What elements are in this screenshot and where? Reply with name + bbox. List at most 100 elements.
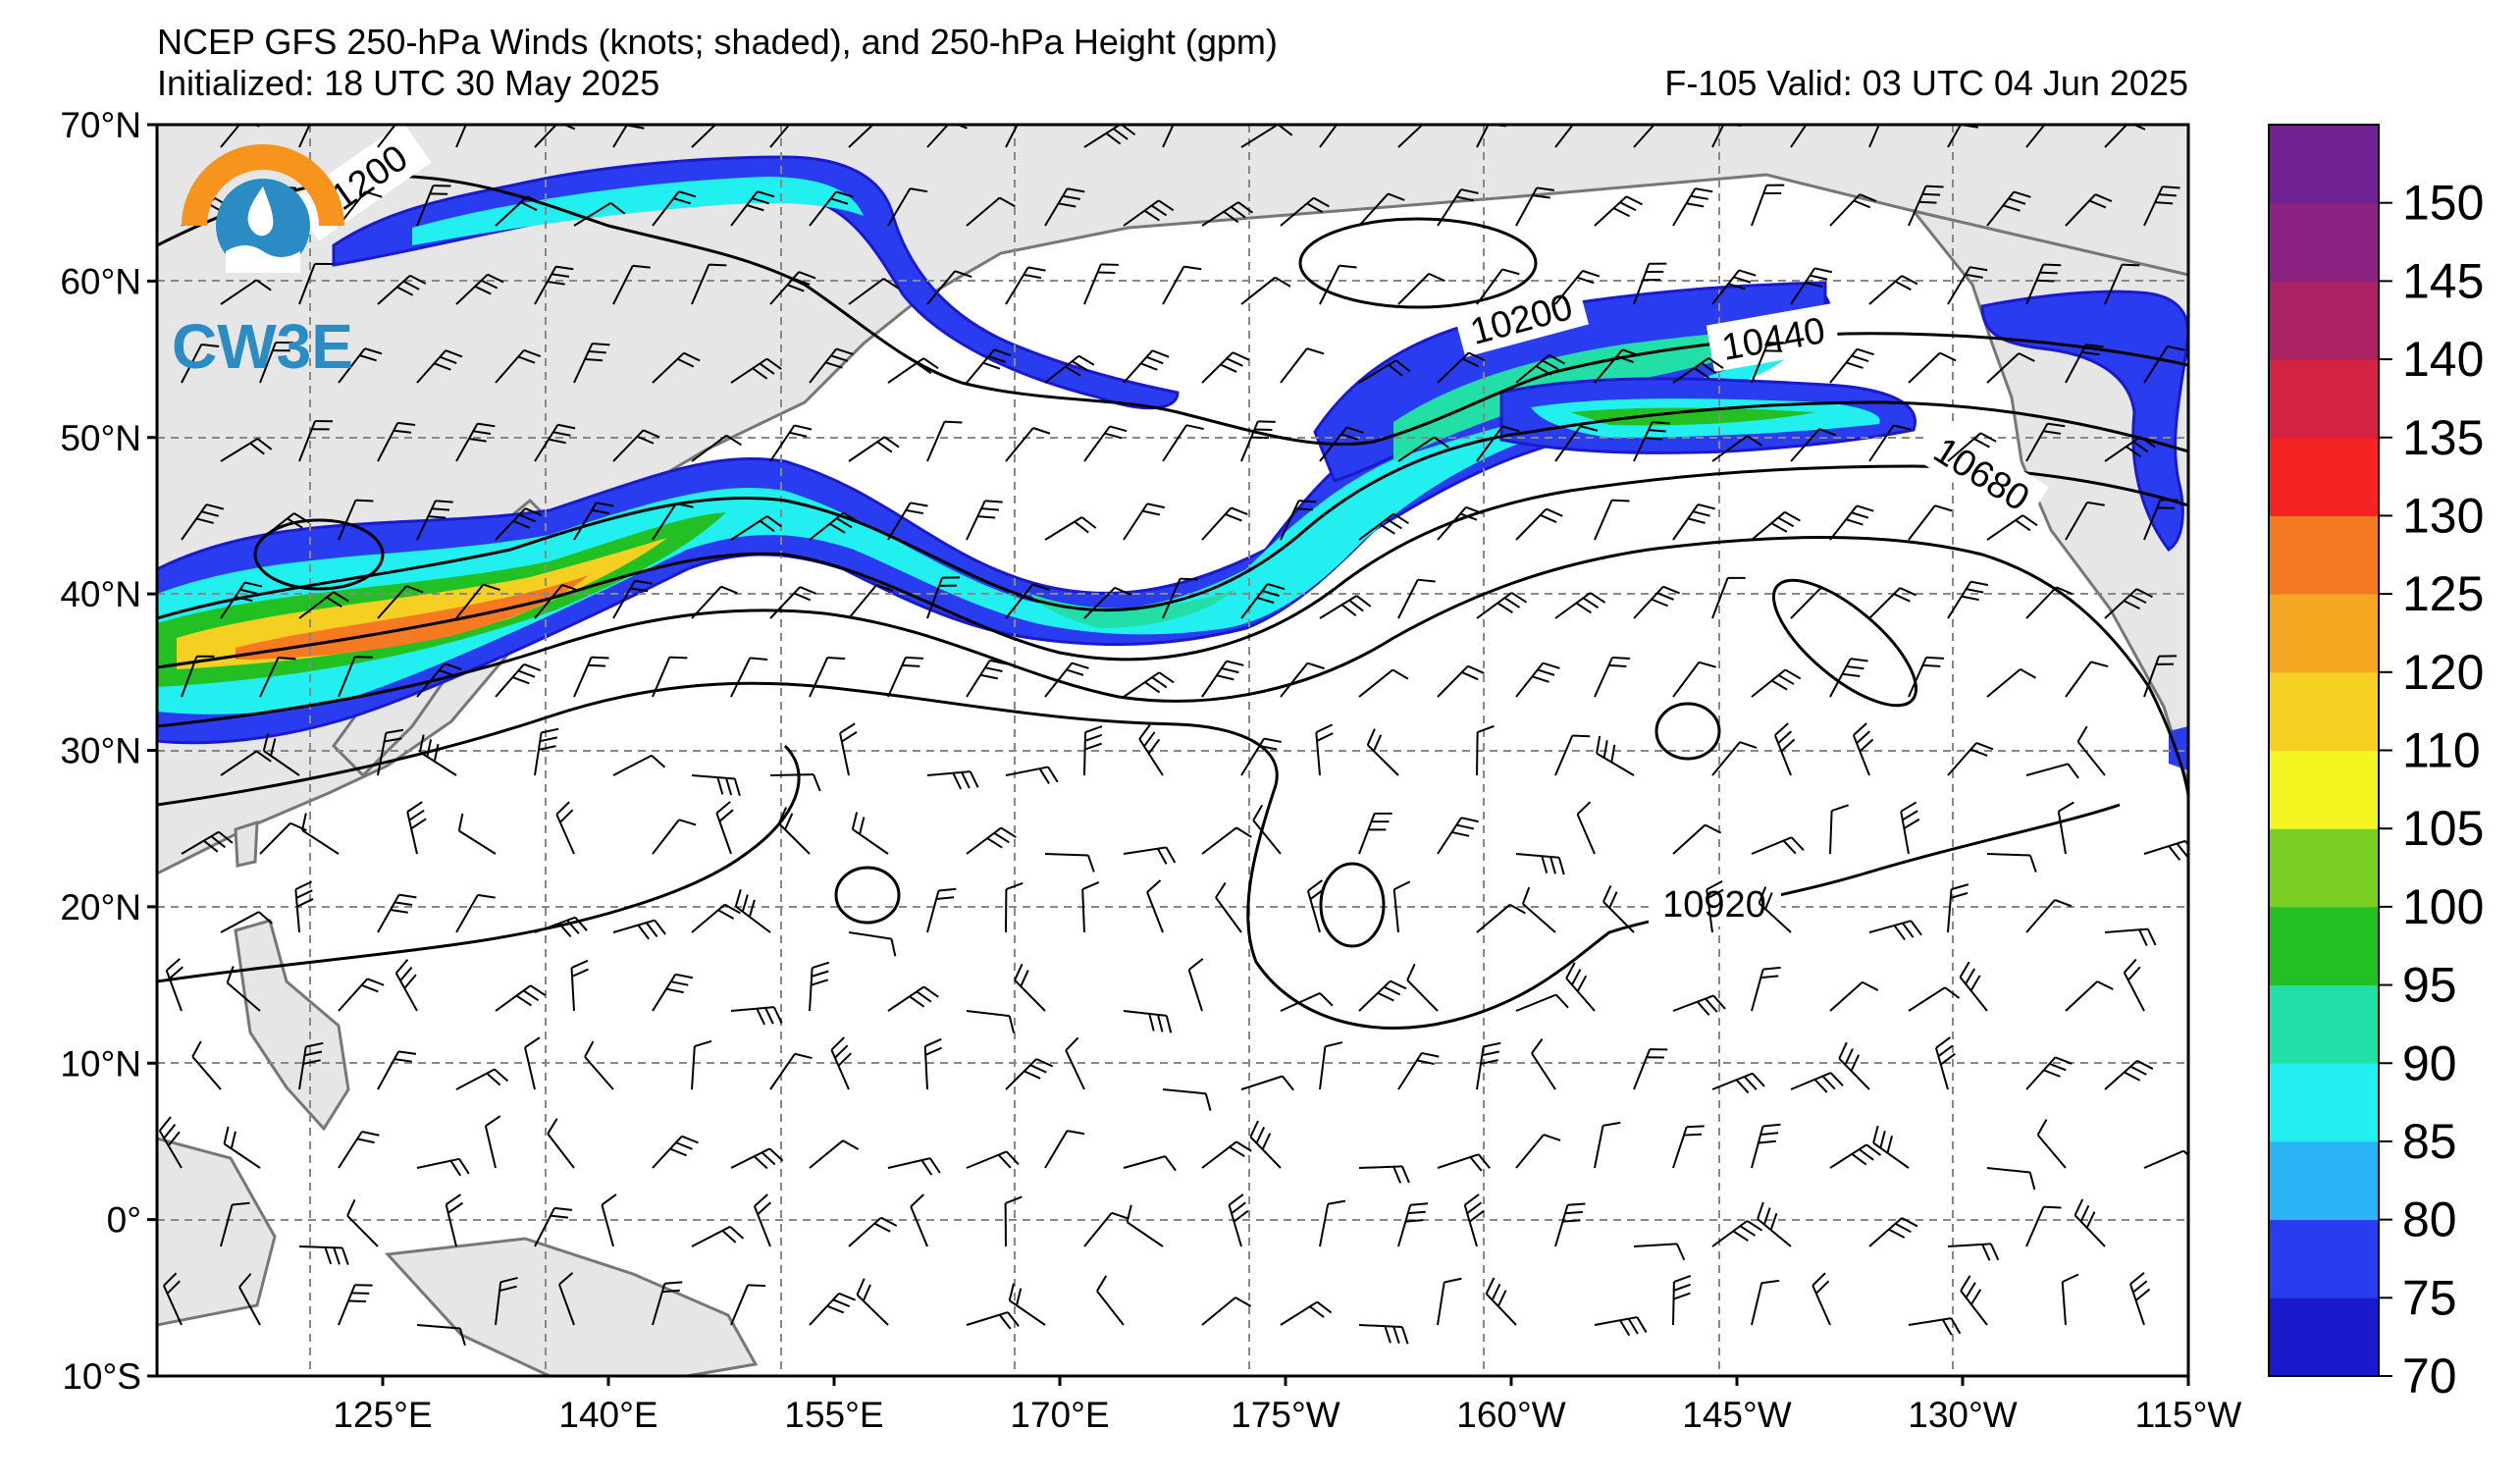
wind-barb [769,424,813,462]
wind-barb [573,201,626,227]
wind-barb [1751,184,1785,227]
wind-barb [1083,425,1128,462]
wind-barb [612,429,660,462]
wind-barb [1280,500,1317,541]
colorbar-swatch [2269,594,2379,673]
wind-barb [1476,592,1528,619]
wind-barb [455,583,500,619]
wind-barb [1868,125,1898,148]
wind-barb [1005,881,1024,933]
wind-barb [2025,898,2073,933]
wind-barb [1986,514,2038,541]
wind-barb [652,1135,699,1169]
wind-barb [1947,1243,2000,1261]
wind-barb [1868,1217,1918,1247]
wind-barb [1476,268,1520,305]
wind-barb [691,1225,745,1247]
wind-barb [1044,662,1089,698]
colorbar-swatch [2269,1298,2379,1377]
land-philippines [234,919,350,1132]
wind-barb [1201,506,1248,541]
latitude-labels: 70°N 60°N 50°N 40°N 30°N 20°N 10°N 0° 10°S [60,105,141,1397]
wind-barb [2104,588,2153,619]
wind-barb [570,959,589,1012]
wind-barb [1790,267,1833,305]
wind-barb [1706,879,1724,933]
wind-barb [809,1139,860,1169]
wind-barb [1319,125,1358,148]
wind-barb [220,279,272,305]
wind-barb [1406,963,1439,1012]
wind-barb [262,733,300,776]
lon-label: 155°E [784,1395,883,1435]
colorbar-swatch [2269,281,2379,360]
wind-barb [1596,735,1635,776]
wind-barb [455,422,496,462]
wind-barb [2025,586,2074,619]
wind-barb [1900,801,1920,855]
wind-barb [1829,658,1868,698]
colorbar-swatch [2269,671,2379,751]
wind-barb [1319,1199,1346,1247]
wind-barb [1829,804,1849,855]
wind-barb [730,1006,783,1026]
colorbar-swatch [2269,828,2379,908]
wind-barb [2143,344,2185,384]
wind-barb [1576,801,1596,855]
wind-barb [966,1150,1020,1169]
wind-barb [1908,351,1957,384]
wind-barb [1711,269,1757,305]
colorbar: 70 75 80 85 90 95 100 105 110 120 125 130 135 140 145 1… [2268,124,2484,1404]
wind-barb [1005,427,1051,462]
wind-barb [1162,1088,1212,1111]
lon-label: 160°W [1456,1395,1566,1435]
wind-barb [691,774,741,797]
wind-barb [1986,853,2037,873]
wind-barb [181,503,225,541]
wind-barb [1123,1010,1173,1033]
wind-barb [1751,836,1805,855]
wind-barb [1521,886,1556,933]
logo-text: CW3E [172,311,353,382]
wind-barb [652,973,694,1012]
wind-barb [2065,661,2109,698]
wind-barb [730,657,768,698]
wind-barb [612,264,651,305]
wind-barb [1319,595,1372,619]
low-central-1 [1654,702,1721,761]
colorbar-label: 140 [2402,332,2484,387]
wind-barb [691,585,738,619]
wind-barb [777,807,811,855]
wind-barb [1187,958,1204,1012]
wind-barb [445,1193,464,1247]
wind-barb [769,773,821,792]
wind-barb [1280,347,1325,384]
colorbar-label: 95 [2402,958,2457,1013]
wind-barb [573,656,609,698]
wind-barb [495,662,542,698]
wind-barb [2123,958,2145,1012]
wind-barb [1829,504,1874,541]
wind-barb [1908,1317,1962,1336]
wind-barb [338,978,385,1012]
wind-barb [691,263,727,305]
wind-barb [1123,1155,1177,1172]
wind-barb [1358,980,1407,1012]
wind-barb [851,812,889,855]
lat-label: 0° [107,1200,141,1241]
wind-barb [1829,347,1874,384]
wind-barb [601,1193,617,1247]
wind-barb [377,274,427,305]
wind-barb [298,1041,324,1090]
wind-barb [1437,505,1484,541]
wind-barb [495,348,542,384]
wind-barb [1672,1275,1692,1326]
wind-barb [1162,265,1202,305]
wind-barb [1315,723,1334,776]
wind-barb [2104,436,2156,462]
wind-barb [1751,1279,1780,1326]
contour-10440 [157,464,2188,669]
wind-barb [887,187,928,227]
wind-barb [1515,662,1560,698]
wind-barb [1531,1038,1556,1090]
